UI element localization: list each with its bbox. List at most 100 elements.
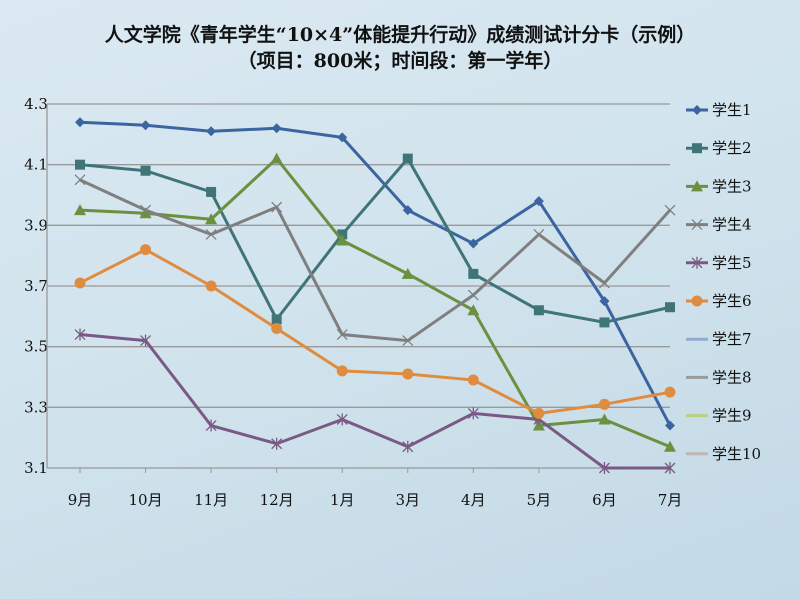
series-line-2 — [79, 156, 671, 324]
legend-label: 学生5 — [712, 254, 752, 272]
x-tick-label: 7月 — [658, 491, 683, 509]
data-point — [74, 328, 86, 341]
legend-label: 学生3 — [712, 177, 752, 195]
data-point — [467, 304, 480, 316]
legend-label: 学生7 — [712, 330, 752, 348]
y-tick-label: 3.9 — [24, 216, 48, 234]
data-point — [205, 228, 217, 240]
data-point — [271, 314, 282, 325]
data-point — [664, 204, 676, 216]
data-point — [205, 419, 217, 432]
y-tick-label: 3.7 — [24, 277, 48, 295]
legend-label: 学生2 — [712, 139, 752, 157]
data-point — [402, 153, 413, 164]
data-point — [664, 386, 676, 398]
y-tick-label: 3.5 — [24, 338, 48, 356]
x-tick-label: 6月 — [592, 491, 617, 509]
data-point — [140, 204, 152, 216]
legend-label: 学生9 — [712, 407, 752, 425]
y-tick-label: 4.1 — [24, 156, 48, 174]
data-point — [664, 462, 676, 474]
series-line-3 — [79, 156, 671, 449]
data-point — [205, 280, 217, 292]
data-point — [533, 228, 545, 240]
x-tick-label: 10月 — [129, 491, 163, 509]
x-tick-label: 9月 — [68, 491, 93, 509]
data-point — [664, 440, 676, 452]
data-point — [599, 296, 610, 307]
data-point — [271, 437, 283, 450]
data-point — [598, 462, 610, 474]
data-point — [74, 277, 86, 289]
legend-marker — [691, 180, 703, 192]
x-tick-label: 1月 — [330, 491, 355, 509]
x-tick-label: 12月 — [260, 491, 294, 509]
data-point — [402, 205, 413, 216]
data-point — [271, 322, 283, 334]
data-point — [337, 132, 348, 143]
legend-label: 学生4 — [712, 216, 752, 234]
data-point — [206, 186, 217, 197]
data-point — [140, 120, 151, 131]
data-point — [665, 420, 675, 431]
x-tick-label: 3月 — [396, 491, 421, 509]
chart-subtitle: （项目：800米；时间段：第一学年） — [237, 50, 563, 72]
y-tick-label: 3.1 — [24, 459, 48, 477]
data-point — [337, 229, 348, 240]
data-point — [402, 440, 414, 453]
legend-marker — [691, 295, 703, 307]
data-point — [336, 365, 348, 377]
data-point — [467, 407, 479, 420]
data-point — [598, 398, 610, 410]
data-point — [75, 117, 85, 128]
data-point — [271, 123, 282, 134]
data-point — [336, 329, 348, 340]
data-point — [336, 234, 349, 246]
series-line-6 — [79, 247, 671, 415]
data-point — [401, 267, 414, 279]
data-point — [271, 201, 283, 213]
series-line-4 — [79, 178, 672, 343]
data-point — [533, 305, 544, 316]
legend-label: 学生6 — [712, 292, 752, 310]
data-point — [270, 152, 283, 164]
data-point — [139, 207, 152, 219]
legend-marker — [691, 219, 703, 231]
data-point — [205, 213, 218, 225]
data-point — [598, 413, 611, 425]
chart-title: 人文学院《青年学生“10×4”体能提升行动》成绩测试计分卡（示例） — [104, 24, 696, 46]
data-point — [468, 238, 479, 249]
data-point — [533, 196, 544, 207]
series-line-5 — [79, 333, 670, 470]
data-point — [533, 407, 545, 419]
data-point — [140, 165, 151, 176]
data-point — [75, 159, 85, 170]
data-point — [467, 289, 479, 301]
data-point — [74, 174, 86, 186]
data-point — [599, 317, 610, 328]
data-point — [140, 334, 152, 347]
y-tick-label: 3.3 — [24, 398, 48, 416]
data-point — [402, 335, 414, 347]
x-tick-label: 4月 — [461, 491, 486, 509]
data-point — [336, 413, 348, 426]
data-point — [74, 204, 86, 216]
legend-label: 学生10 — [712, 445, 761, 463]
data-point — [140, 244, 152, 256]
data-point — [402, 368, 414, 380]
legend-label: 学生1 — [712, 101, 752, 119]
legend-marker — [692, 105, 702, 115]
x-tick-label: 5月 — [527, 491, 552, 509]
y-tick-label: 4.3 — [24, 95, 48, 113]
data-point — [468, 268, 479, 279]
legend-label: 学生8 — [712, 368, 752, 386]
series-line-1 — [79, 120, 672, 427]
legend-marker — [691, 256, 703, 269]
data-point — [598, 277, 610, 289]
legend-marker — [692, 143, 702, 154]
x-tick-label: 11月 — [194, 491, 228, 509]
data-point — [467, 374, 479, 386]
data-point — [665, 302, 675, 313]
